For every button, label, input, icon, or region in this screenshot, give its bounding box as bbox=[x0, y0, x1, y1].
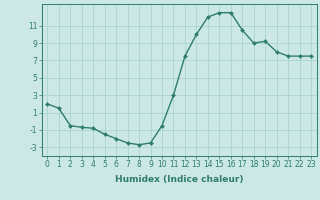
X-axis label: Humidex (Indice chaleur): Humidex (Indice chaleur) bbox=[115, 175, 244, 184]
